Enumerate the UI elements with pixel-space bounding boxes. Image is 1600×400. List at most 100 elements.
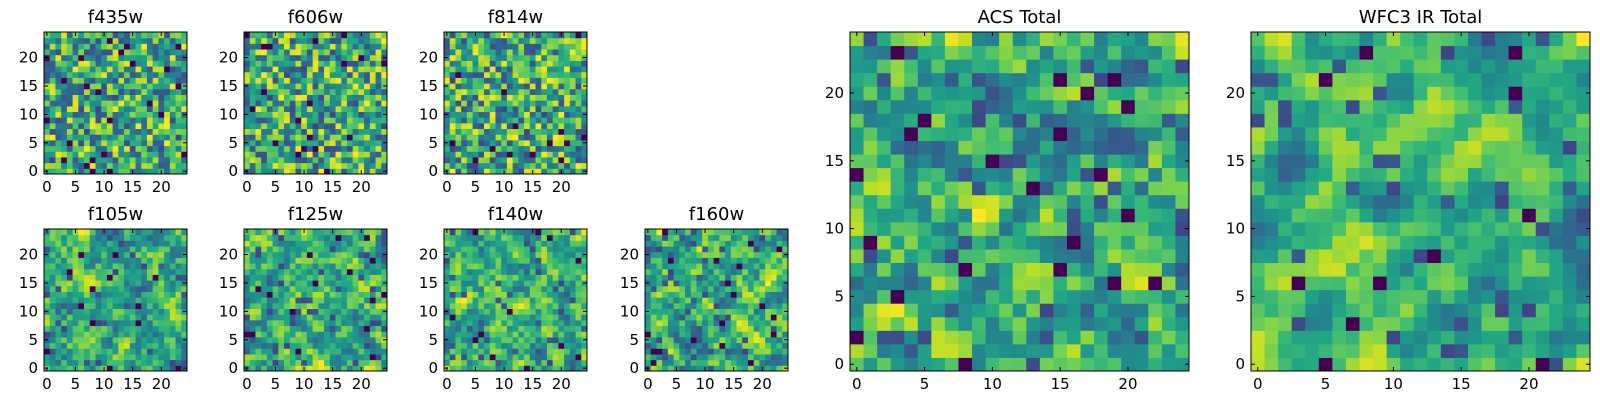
heatmap-cell [375,319,382,327]
heatmap-cell [341,229,348,236]
heatmap-cell [449,151,456,158]
heatmap-cell [501,331,508,338]
heatmap-cell [506,336,514,344]
heatmap-cell [312,297,319,304]
heatmap-cell [506,280,514,287]
heatmap-cell [249,302,256,310]
heatmap-cell [72,49,79,56]
heatmap-cell [324,134,331,141]
heatmap-cell [770,325,778,332]
heatmap-cell [329,162,337,169]
heatmap-cell [765,246,772,253]
heatmap-cell [381,77,388,84]
heatmap-cell [152,43,159,50]
heatmap-cell [175,54,182,61]
heatmap-cell [329,240,337,247]
heatmap-cell [478,314,485,321]
heatmap-cell [261,162,268,169]
heatmap-cell [364,365,371,372]
heatmap-cell [753,365,760,372]
heatmap-cell [679,353,686,361]
heatmap-cell [118,257,125,264]
heatmap-cell [118,359,125,366]
heatmap-cell [512,66,519,73]
heatmap-cell [181,240,188,247]
heatmap-cell [329,325,337,332]
heatmap-cell [484,268,491,275]
heatmap-cell [152,122,159,130]
heatmap-cell [306,302,314,310]
heatmap-cell [72,43,79,50]
heatmap-cell [158,128,165,135]
heatmap-cell [541,348,548,355]
heatmap-cell [181,331,188,338]
heatmap-cell [375,49,382,56]
heatmap-cell [295,229,302,236]
heatmap-cell [1053,357,1068,372]
heatmap-cell [324,268,331,275]
heatmap-cell [335,353,342,361]
heatmap-cell [66,139,74,147]
heatmap-cell [546,105,554,113]
heatmap-cell [890,289,905,304]
heatmap-cell [904,330,919,345]
heatmap-cell [118,156,125,164]
heatmap-cell [719,331,726,338]
heatmap-cell [375,308,382,315]
heatmap-cell [702,342,709,349]
heatmap-cell [261,128,268,135]
heatmap-cell [346,314,354,321]
heatmap-cell [529,302,537,310]
heatmap-cell [506,297,514,304]
heatmap-cell [478,122,485,130]
heatmap-cell [152,246,159,253]
heatmap-cell [324,274,331,281]
heatmap-cell [489,251,496,258]
heatmap-cell [181,353,188,361]
heatmap-cell [301,308,308,315]
heatmap-cell [662,297,669,304]
heatmap-cell [449,308,456,315]
heatmap-cell [999,289,1014,304]
heatmap-cell [495,285,502,292]
heatmap-cell [175,263,182,270]
heatmap-cell [518,314,525,321]
heatmap-cell [466,342,474,349]
heatmap-cell [575,94,582,101]
heatmap-cell [455,128,462,135]
heatmap-cell [289,77,296,84]
heatmap-cell [284,151,291,158]
heatmap-cell [55,156,62,164]
heatmap-cell [449,60,456,67]
heatmap-cell [55,100,62,107]
heatmap-cell [529,234,537,241]
heatmap-cell [175,274,182,281]
heatmap-cell [89,168,96,175]
heatmap-cell [850,289,865,304]
heatmap-cell [55,240,62,247]
heatmap-cell [1175,276,1190,291]
heatmap-cell [118,105,125,113]
heatmap-cell [284,353,291,361]
heatmap-cell [985,303,1000,318]
heatmap-cell [564,285,571,292]
heatmap-cell [301,234,308,241]
heatmap-cell [506,60,514,67]
heatmap-cell [146,66,154,73]
heatmap-cell [696,365,703,372]
heatmap-cell [529,60,537,67]
heatmap-cell [118,268,125,275]
heatmap-cell [135,49,142,56]
heatmap-cell [455,348,462,355]
heatmap-cell [552,325,559,332]
heatmap-cell [146,314,154,321]
heatmap-cell [575,122,582,130]
heatmap-cell [49,111,56,118]
heatmap-cell [244,302,251,310]
heatmap-cell [725,331,732,338]
heatmap-cell [478,285,485,292]
heatmap-cell [249,156,256,164]
heatmap-cell [89,94,96,101]
heatmap-cell [581,257,588,264]
heatmap-cell [158,134,165,141]
